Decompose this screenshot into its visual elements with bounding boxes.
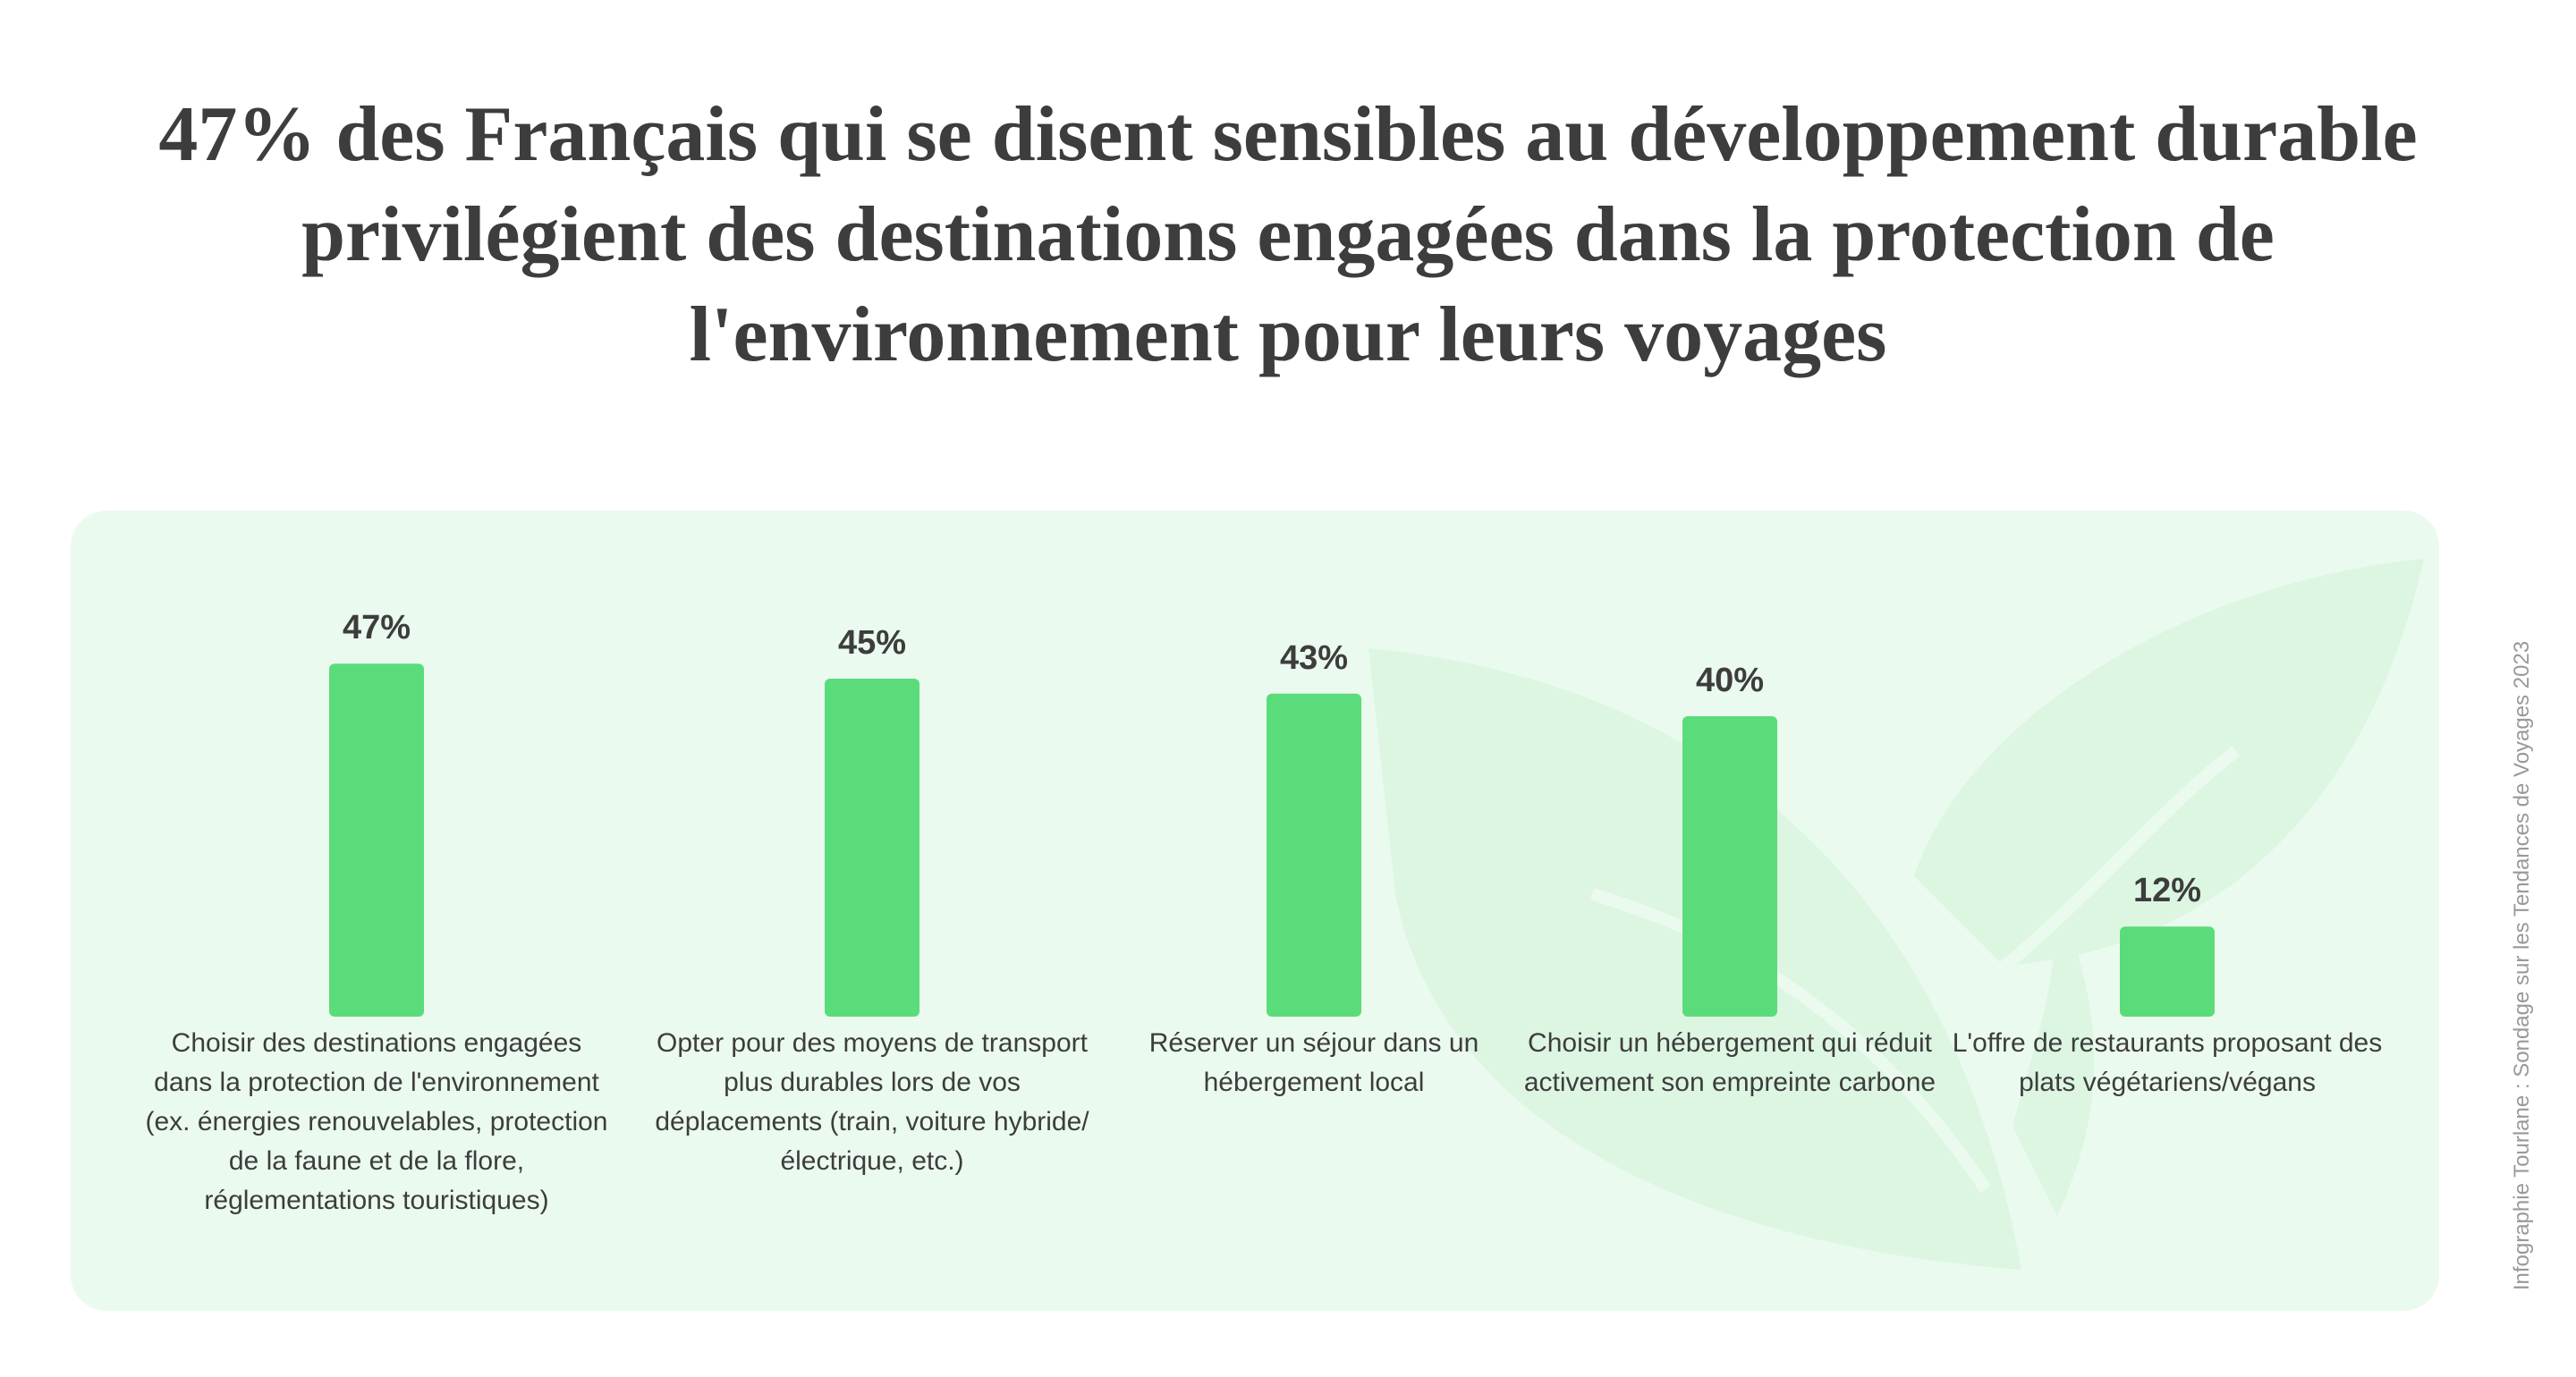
bar	[825, 679, 919, 1017]
value-label: 12%	[2133, 872, 2201, 909]
bar	[329, 663, 424, 1017]
leaf-veins	[1590, 746, 2241, 1193]
value-label: 43%	[1280, 639, 1348, 677]
category-label: Choisir un hébergement qui réduit active…	[1523, 1028, 1936, 1097]
chart-title: 47% des Français qui se disent sensibles…	[158, 91, 2418, 378]
source-note: Infographie Tourlane : Sondage sur les T…	[2510, 640, 2534, 1291]
category-label: L'offre de restaurants proposant des pla…	[1952, 1028, 2383, 1097]
value-label: 45%	[838, 624, 906, 662]
category-label: Opter pour des moyens de transport plus …	[655, 1028, 1089, 1176]
value-label: 47%	[343, 609, 411, 646]
category-label: Choisir des destinations engagées dans l…	[145, 1028, 608, 1215]
category-label: Réserver un séjour dans un hébergement l…	[1148, 1028, 1479, 1097]
bar	[1267, 693, 1361, 1017]
bar	[1682, 716, 1777, 1017]
value-label: 40%	[1696, 662, 1764, 699]
bar	[2120, 926, 2215, 1017]
